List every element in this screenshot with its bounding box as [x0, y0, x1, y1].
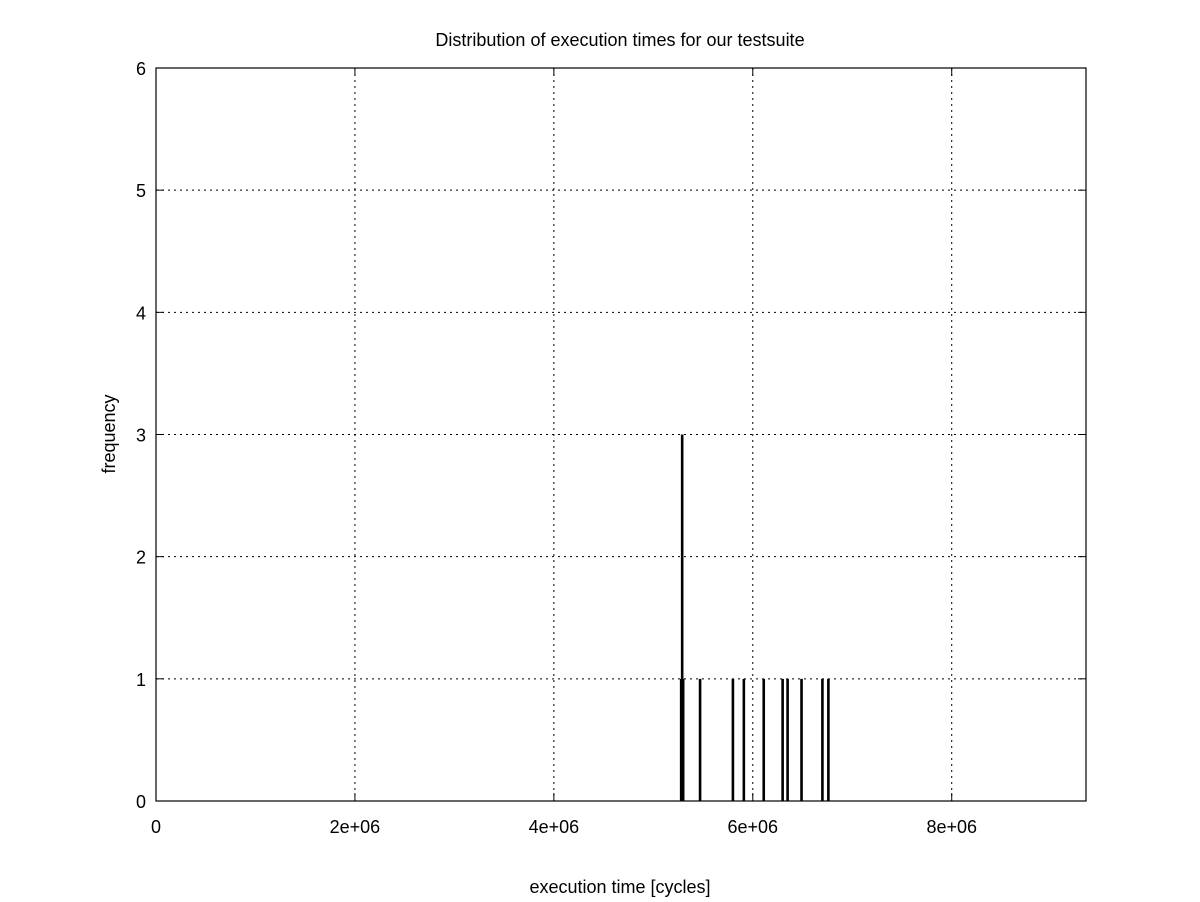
x-tick-label: 6e+06 — [728, 817, 779, 837]
x-tick-label: 8e+06 — [926, 817, 977, 837]
y-tick-label: 3 — [136, 426, 146, 446]
y-axis-label: frequency — [99, 394, 119, 473]
y-tick-label: 6 — [136, 59, 146, 79]
y-tick-label: 2 — [136, 548, 146, 568]
x-tick-label: 0 — [151, 817, 161, 837]
x-tick-label: 2e+06 — [330, 817, 381, 837]
y-tick-label: 4 — [136, 303, 146, 323]
grid-lines — [156, 68, 1086, 801]
y-tick-label: 0 — [136, 792, 146, 812]
x-axis-ticks: 0 2e+06 4e+06 6e+06 8e+06 — [151, 68, 977, 837]
y-tick-label: 5 — [136, 181, 146, 201]
x-axis-label: execution time [cycles] — [529, 877, 710, 897]
y-tick-label: 1 — [136, 670, 146, 690]
chart-title: Distribution of execution times for our … — [435, 30, 804, 50]
bars — [679, 434, 830, 801]
x-tick-label: 4e+06 — [529, 817, 580, 837]
y-axis-ticks: 0 1 2 3 4 5 6 — [136, 59, 1086, 812]
